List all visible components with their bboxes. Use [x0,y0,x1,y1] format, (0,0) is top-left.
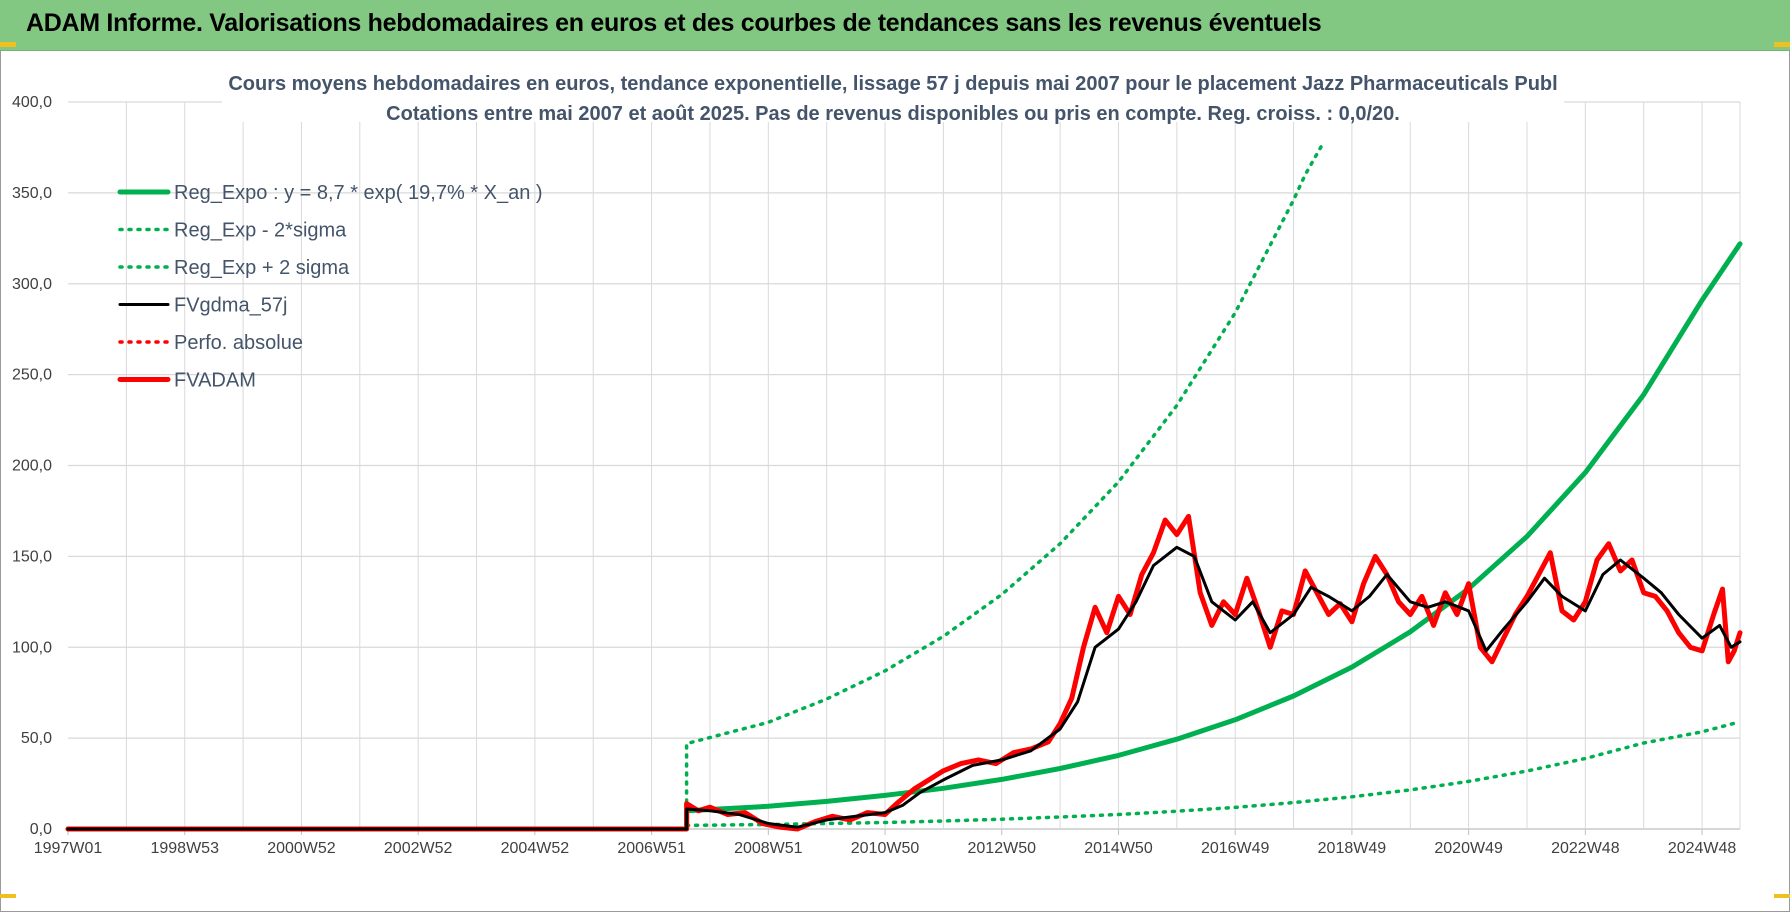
series-line [65,241,1743,832]
x-tick-label: 2018W49 [1318,840,1387,857]
x-tick-label: 2000W52 [267,840,336,857]
x-tick-label: 2010W50 [851,840,920,857]
legend-label: Reg_Expo : y = 8,7 * exp( 19,7% * X_an ) [174,182,543,204]
x-tick-label: 2024W48 [1668,840,1737,857]
legend-label: FVADAM [174,370,256,392]
corner-marker [1774,894,1790,898]
y-tick-label: 150,0 [12,548,52,565]
x-tick-label: 1997W01 [34,840,103,857]
chart-title: Cours moyens hebdomadaires en euros, ten… [228,73,1557,95]
x-tick-label: 2016W49 [1201,840,1270,857]
series-line [65,513,1743,832]
y-axis: 0,0 50,0 100,0 150,0 200,0 250,0 300,0 350,0 400… [12,94,52,838]
y-tick-label: 100,0 [12,639,52,656]
legend: Reg_Expo : y = 8,7 * exp( 19,7% * X_an )… [117,182,543,392]
x-tick-label: 1998W53 [150,840,219,857]
header-banner: ADAM Informe. Valorisations hebdomadaire… [0,0,1790,51]
corner-marker [0,894,16,898]
y-tick-label: 250,0 [12,367,52,384]
y-tick-label: 200,0 [12,458,52,475]
x-tick-label: 2014W50 [1084,840,1153,857]
title-backdrop [222,66,1564,122]
series-line [684,720,1742,828]
corner-marker [1774,42,1790,47]
x-tick-label: 2002W52 [384,840,453,857]
legend-label: Reg_Exp - 2*sigma [174,220,347,242]
line-chart: 0,0 50,0 100,0 150,0 200,0 250,0 300,0 350,0 400… [12,66,1743,857]
chart-subtitle: Cotations entre mai 2007 et août 2025. P… [386,103,1400,125]
legend-label: Perfo. absolue [174,332,303,354]
x-tick-label: 2020W49 [1434,840,1503,857]
x-tick-label: 2012W50 [968,840,1037,857]
y-tick-label: 0,0 [30,821,52,838]
legend-label: FVgdma_57j [174,295,287,317]
y-tick-label: 300,0 [12,276,52,293]
x-tick-label: 2006W51 [617,840,686,857]
x-tick-label: 2008W51 [734,840,803,857]
series-line [684,142,1325,831]
x-tick-label: 2004W52 [501,840,570,857]
plot-area [65,142,1743,832]
x-axis: 1997W01 1998W53 2000W52 2002W52 2004W52 2006W… [34,829,1737,857]
y-tick-label: 350,0 [12,185,52,202]
x-tick-label: 2022W48 [1551,840,1620,857]
series-line [66,545,1742,831]
y-tick-label: 400,0 [12,94,52,111]
y-tick-label: 50,0 [21,730,52,747]
grid [68,101,1741,830]
page-title: ADAM Informe. Valorisations hebdomadaire… [26,9,1322,37]
corner-marker [0,42,16,47]
legend-label: Reg_Exp + 2 sigma [174,257,350,279]
